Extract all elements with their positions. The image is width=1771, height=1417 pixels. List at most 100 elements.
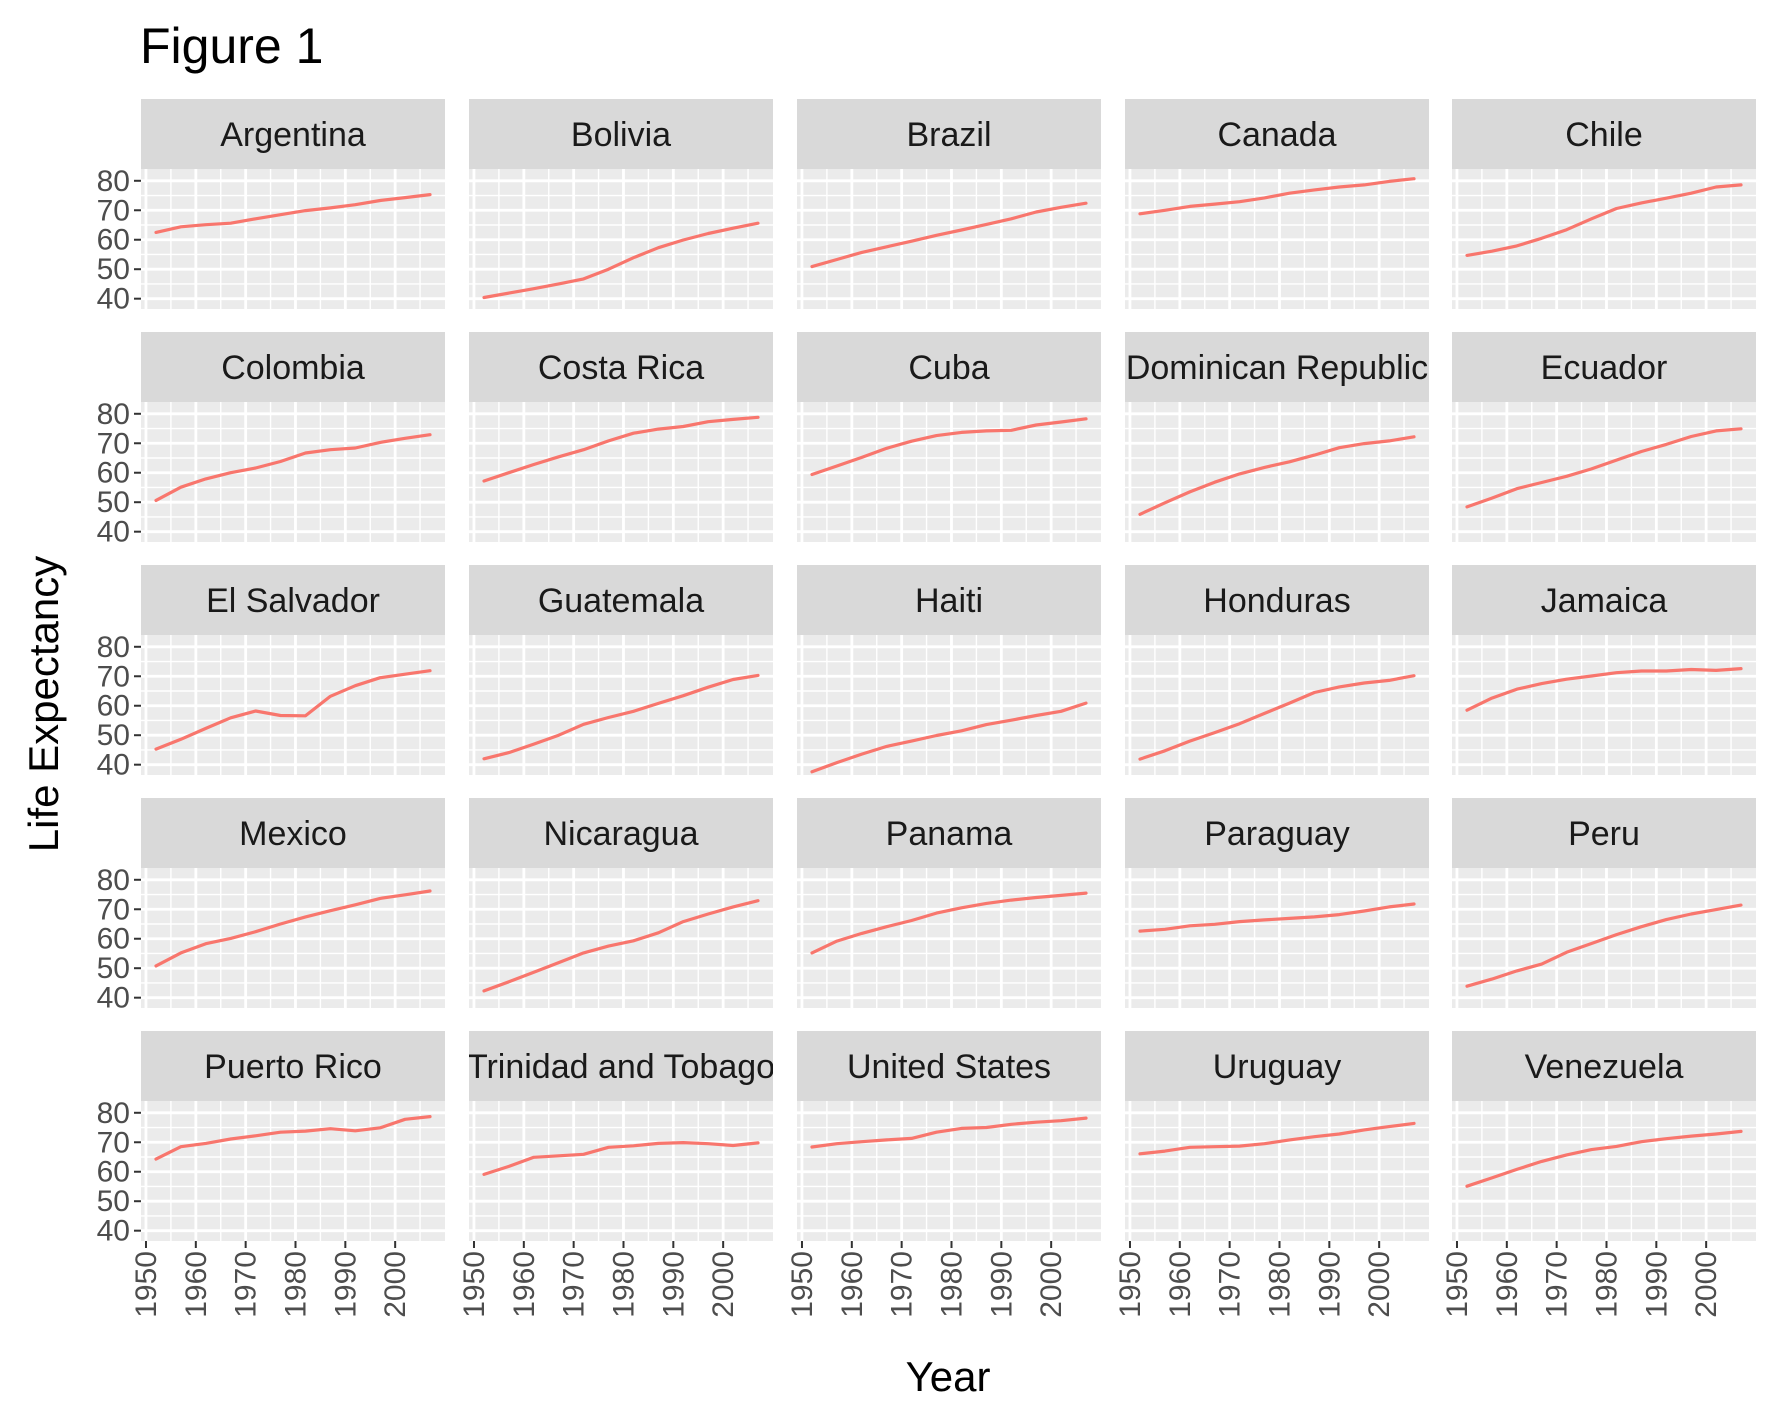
x-tick-label: 1960 [1491, 1251, 1524, 1318]
y-tick-label: 80 [97, 631, 130, 664]
x-tick-label: 2000 [379, 1251, 412, 1318]
facet-panel: Paraguay [1125, 798, 1429, 1008]
facet-strip [469, 798, 773, 868]
facet-panel: Guatemala [469, 565, 773, 775]
facet-strip-label: Argentina [220, 116, 366, 154]
facet-strip [141, 798, 445, 868]
x-tick-label: 2000 [1035, 1251, 1068, 1318]
facet-panel: Trinidad and Tobago 1950 1960 1970 1980 1990 2… [458, 1031, 773, 1318]
gridlines [1452, 169, 1756, 309]
facet-panel: Bolivia [469, 99, 773, 309]
gridlines [1125, 635, 1429, 775]
facet-strip-label: Puerto Rico [204, 1048, 382, 1086]
y-tick-label: 60 [97, 224, 130, 257]
facet-strip [1452, 565, 1756, 635]
series-line [1465, 903, 1743, 988]
facet-strip [797, 565, 1101, 635]
facet-strip-label: Colombia [221, 349, 365, 387]
y-tick-label: 80 [97, 165, 130, 198]
x-axis-title: Year [906, 1353, 991, 1400]
gridlines [1125, 1101, 1429, 1241]
x-tick-label: 1980 [1264, 1251, 1297, 1318]
x-tick-label: 1990 [657, 1251, 690, 1318]
facet-strip-label: Venezuela [1525, 1048, 1684, 1086]
gridlines [469, 635, 773, 775]
y-tick-label: 60 [97, 690, 130, 723]
y-tick-label: 80 [97, 864, 130, 897]
y-tick-label: 40 [97, 516, 130, 549]
facet-strip [1452, 1031, 1756, 1101]
facet-strip [797, 1031, 1101, 1101]
y-tick-label: 40 [97, 982, 130, 1015]
facet-strip-label: Mexico [239, 815, 347, 853]
facet-panel: Haiti [797, 565, 1101, 775]
facet-strip [141, 332, 445, 402]
series-line [810, 701, 1088, 774]
y-tick-label: 40 [97, 749, 130, 782]
facet-strip-label: Chile [1565, 116, 1642, 154]
facet-strip-label: Ecuador [1541, 349, 1668, 387]
facet-strip-label: Bolivia [571, 116, 671, 154]
series-line [1138, 674, 1416, 761]
y-tick-label: 60 [97, 1156, 130, 1189]
facet-strip-label: Canada [1217, 116, 1336, 154]
y-tick-label: 70 [97, 194, 130, 227]
facet-strip [141, 99, 445, 169]
x-tick-label: 1970 [886, 1251, 919, 1318]
facet-strip [797, 99, 1101, 169]
y-tick-label: 50 [97, 719, 130, 752]
series-line [482, 1140, 760, 1177]
y-tick-label: 40 [97, 1215, 130, 1248]
series-line [810, 891, 1088, 955]
x-tick-label: 1950 [1114, 1251, 1147, 1318]
gridlines [797, 1101, 1101, 1241]
facet-strip-label: Uruguay [1213, 1048, 1342, 1086]
facet-strip-label: United States [847, 1048, 1051, 1086]
y-tick-label: 60 [97, 457, 130, 490]
series-line [1138, 435, 1416, 516]
facet-strip [469, 332, 773, 402]
facet-strip [1125, 798, 1429, 868]
gridlines [141, 1101, 445, 1241]
series-line [1138, 902, 1416, 933]
facet-strip-label: Haiti [915, 582, 983, 620]
facet-panel: Peru [1452, 798, 1756, 1008]
x-tick-label: 1980 [936, 1251, 969, 1318]
gridlines [797, 635, 1101, 775]
gridlines [141, 402, 445, 542]
facet-strip-label: Paraguay [1204, 815, 1350, 853]
series-line [1138, 1121, 1416, 1156]
facet-strip [1125, 1031, 1429, 1101]
facet-strip [469, 565, 773, 635]
x-tick-label: 1960 [1164, 1251, 1197, 1318]
y-tick-label: 50 [97, 1185, 130, 1218]
gridlines [797, 402, 1101, 542]
facet-strip [141, 565, 445, 635]
facet-strip [1125, 565, 1429, 635]
y-tick-label: 70 [97, 660, 130, 693]
gridlines [1452, 402, 1756, 542]
x-tick-label: 1980 [1591, 1251, 1624, 1318]
series-line [1465, 666, 1743, 712]
x-tick-label: 1970 [558, 1251, 591, 1318]
gridlines [141, 868, 445, 1008]
facet-panel: Nicaragua [469, 798, 773, 1008]
series-line [154, 1114, 432, 1161]
y-axis-title: Life Expectancy [20, 556, 67, 853]
facet-panel: Brazil [797, 99, 1101, 309]
x-tick-label: 1960 [836, 1251, 869, 1318]
series-line [154, 193, 432, 234]
facet-panel: Panama [797, 798, 1101, 1008]
y-tick-label: 60 [97, 923, 130, 956]
series-line [1465, 183, 1743, 257]
x-tick-label: 1990 [1313, 1251, 1346, 1318]
x-tick-label: 1980 [608, 1251, 641, 1318]
facet-strip [1452, 99, 1756, 169]
series-line [154, 433, 432, 502]
x-tick-label: 1960 [508, 1251, 541, 1318]
x-tick-label: 2000 [707, 1251, 740, 1318]
